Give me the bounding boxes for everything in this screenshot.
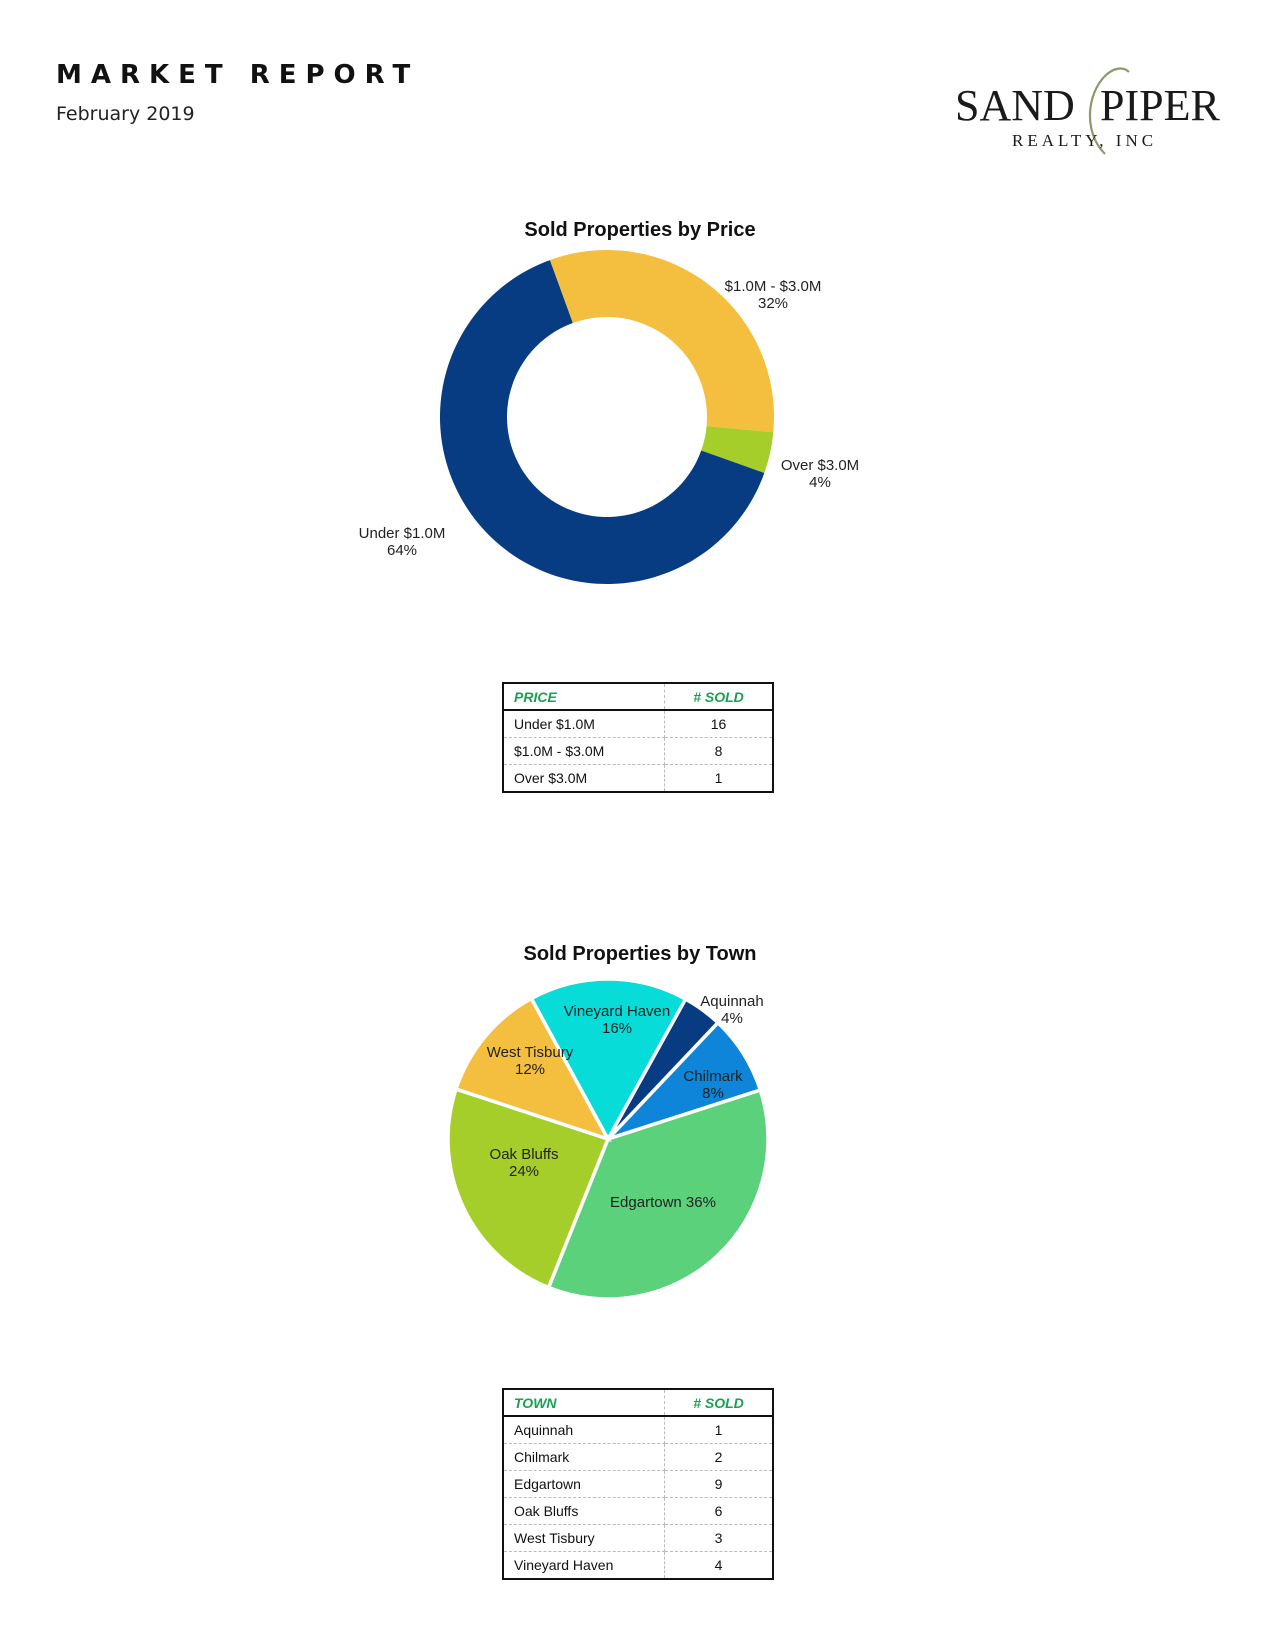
slice-label-1-0m-3-0m: $1.0M - $3.0M 32% xyxy=(725,278,822,312)
sold-count-cell: 1 xyxy=(714,770,723,786)
column-header-price: PRICE xyxy=(503,683,665,711)
slice-west-tisbury xyxy=(453,996,612,1143)
sold-count-cell: 9 xyxy=(664,1470,773,1498)
column-header-sold: # SOLD xyxy=(664,683,773,711)
table-row: Chilmark 2 xyxy=(503,1443,773,1471)
svg-text:PIPER: PIPER xyxy=(1100,81,1220,130)
slice-label-aquinnah: Aquinnah 4% xyxy=(700,993,763,1027)
svg-text:REALTY, INC: REALTY, INC xyxy=(1012,131,1157,150)
sold-count-cell: 2 xyxy=(664,1443,773,1471)
table-row: Under $1.0M 16 xyxy=(503,710,773,738)
slice-vineyard-haven xyxy=(529,977,688,1143)
slice-label-west-tisbury: West Tisbury 12% xyxy=(487,1044,574,1078)
sandpiper-logo: SAND PIPER REALTY, INC xyxy=(955,67,1220,155)
sold-count-cell: 16 xyxy=(664,710,773,738)
town-table: TOWN # SOLD Aquinnah 1 Chilmark 2 Edgart… xyxy=(502,1388,774,1580)
town-name-cell: West Tisbury xyxy=(503,1524,665,1552)
sold-count-cell: 3 xyxy=(664,1524,773,1552)
slice-label-vineyard-haven: Vineyard Haven 16% xyxy=(564,1003,670,1037)
sold-count-cell: 6 xyxy=(664,1497,773,1525)
sold-count-cell: 4 xyxy=(714,1557,723,1573)
table-row: Oak Bluffs 6 xyxy=(503,1497,773,1525)
town-name-cell: Oak Bluffs xyxy=(503,1497,665,1525)
price-table: PRICE # SOLD Under $1.0M 16 $1.0M - $3.0… xyxy=(502,682,774,793)
town-chart-title: Sold Properties by Town xyxy=(524,943,757,965)
town-name-cell: Vineyard Haven xyxy=(503,1551,665,1579)
table-row: $1.0M - $3.0M 8 xyxy=(503,737,773,765)
slice-under-1-0m xyxy=(440,260,765,584)
price-range-cell: $1.0M - $3.0M xyxy=(503,737,665,765)
slice-label-chilmark: Chilmark 8% xyxy=(683,1068,743,1102)
slice-label-oak-bluffs: Oak Bluffs 24% xyxy=(490,1146,559,1180)
slice-oak-bluffs xyxy=(446,1086,611,1290)
report-date: February 2019 xyxy=(56,103,195,125)
slice-label-edgartown: Edgartown 36% xyxy=(610,1194,716,1211)
table-row: Vineyard Haven 4 xyxy=(503,1551,773,1579)
report-title: MARKET REPORT xyxy=(56,60,420,90)
town-name-cell: Edgartown xyxy=(503,1470,665,1498)
slice-1-0m-3-0m xyxy=(549,250,774,433)
town-pie-chart: Sold Properties by Town Aquinnah 4% Chilma… xyxy=(340,940,940,1330)
table-row: West Tisbury 3 xyxy=(503,1524,773,1552)
sold-count-cell: 1 xyxy=(664,1416,773,1444)
slice-label-over-3-0m: Over $3.0M 4% xyxy=(781,457,859,491)
table-row: Aquinnah 1 xyxy=(503,1416,773,1444)
price-range-cell: Under $1.0M xyxy=(503,710,665,738)
sold-count-cell: 8 xyxy=(664,737,773,765)
svg-text:SAND: SAND xyxy=(955,81,1075,130)
town-name-cell: Aquinnah xyxy=(503,1416,665,1444)
table-header-row: TOWN # SOLD xyxy=(503,1389,773,1417)
table-row: Over $3.0M 1 xyxy=(503,764,773,792)
column-header-sold: # SOLD xyxy=(664,1389,773,1417)
price-range-cell: Over $3.0M xyxy=(503,764,665,792)
price-donut-chart: Sold Properties by Price $1.0M - $3.0M 32… xyxy=(340,220,940,620)
logo-swash xyxy=(1088,67,1130,155)
slice-over-3-0m xyxy=(701,426,774,474)
slice-edgartown xyxy=(546,1087,770,1301)
slice-label-under-1-0m: Under $1.0M 64% xyxy=(359,525,446,559)
town-name-cell: Chilmark xyxy=(503,1443,665,1471)
price-chart-title: Sold Properties by Price xyxy=(524,220,755,241)
table-header-row: PRICE # SOLD xyxy=(503,683,773,711)
table-row: Edgartown 9 xyxy=(503,1470,773,1498)
column-header-town: TOWN xyxy=(503,1389,665,1417)
